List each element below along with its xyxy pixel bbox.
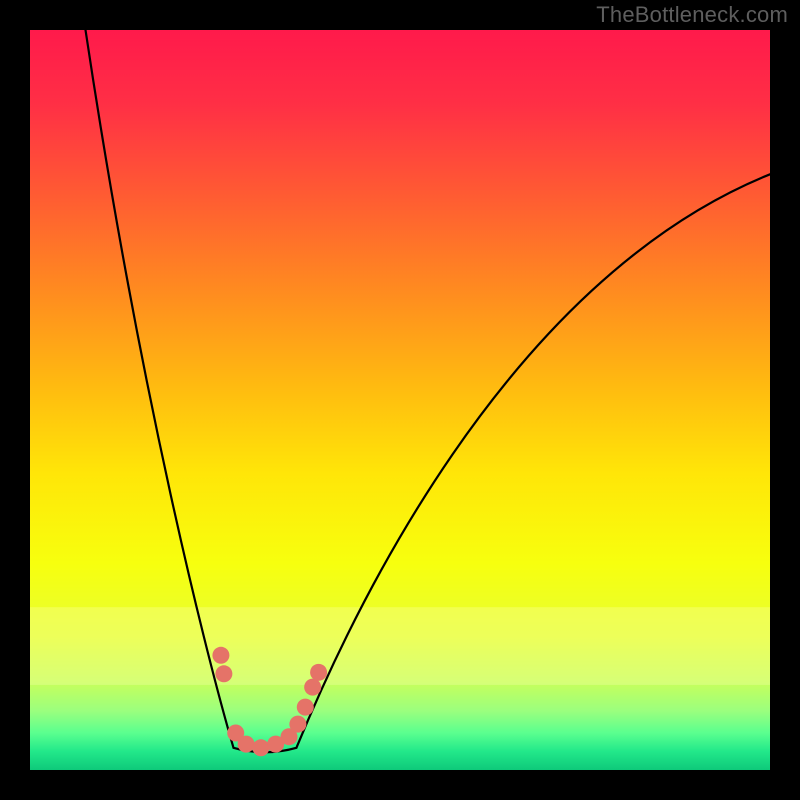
data-marker <box>289 716 306 733</box>
data-marker <box>252 739 269 756</box>
data-marker <box>215 665 232 682</box>
bottleneck-chart <box>0 0 800 800</box>
data-marker <box>304 679 321 696</box>
watermark-text: TheBottleneck.com <box>596 2 788 28</box>
highlight-band <box>30 607 770 685</box>
data-marker <box>297 699 314 716</box>
data-marker <box>310 664 327 681</box>
data-marker <box>238 736 255 753</box>
chart-frame: TheBottleneck.com <box>0 0 800 800</box>
data-marker <box>212 647 229 664</box>
